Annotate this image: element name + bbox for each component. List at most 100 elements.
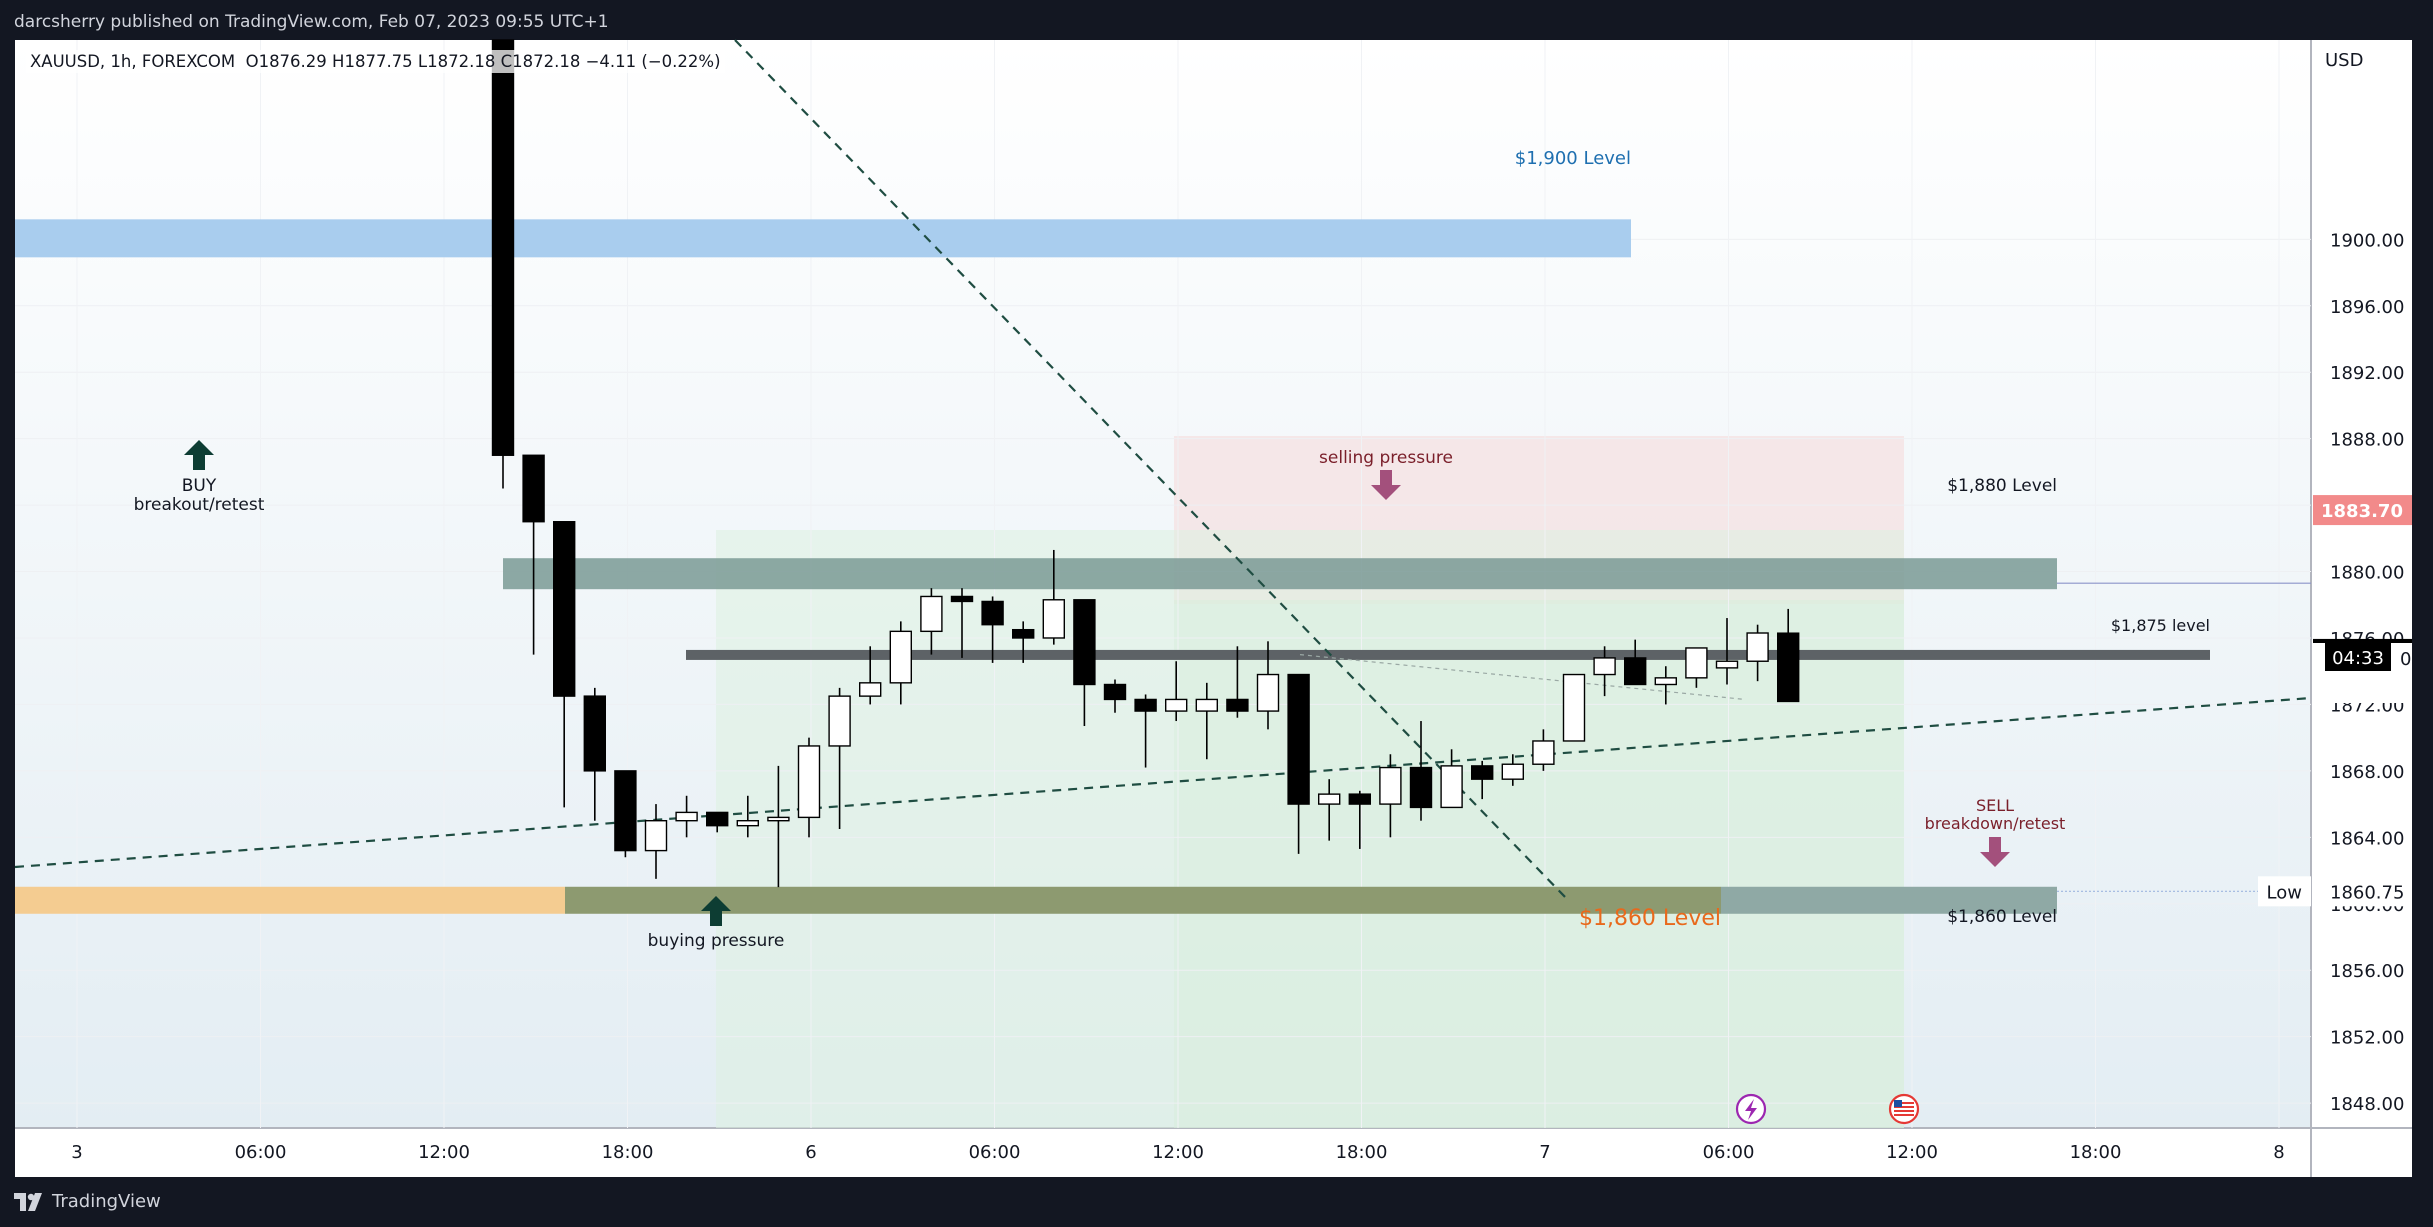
candle-body <box>491 39 515 456</box>
us-flag-circle <box>1888 1093 1920 1125</box>
candle[interactable] <box>1073 599 1096 727</box>
level-1860-mid-zone <box>565 886 1721 914</box>
candle[interactable] <box>1134 694 1157 768</box>
candle[interactable] <box>1470 760 1494 800</box>
alert-price-text: 1883.70 <box>2321 501 2403 522</box>
candle-body <box>1073 599 1096 686</box>
x-tick-label: 6 <box>805 1142 816 1163</box>
candle-body <box>1379 766 1402 805</box>
legend-ohlc: O1876.29 H1877.75 L1872.18 C1872.18 −4.1… <box>245 52 721 71</box>
candle[interactable] <box>675 795 698 838</box>
time-axis <box>15 1128 2311 1177</box>
descending-trendline <box>734 39 1569 901</box>
candle-body <box>1134 698 1157 712</box>
candle[interactable] <box>1715 618 1739 685</box>
candle-body <box>644 820 668 852</box>
candle-body <box>1593 657 1616 676</box>
candle[interactable] <box>950 588 974 658</box>
candle[interactable] <box>1746 624 1769 682</box>
candle[interactable] <box>797 737 821 838</box>
y-tick-label: 1896.00 <box>2330 297 2404 318</box>
price-axis <box>2311 40 2412 1177</box>
candle[interactable] <box>1226 646 1249 718</box>
tradingview-logo[interactable]: TradingView <box>14 1191 161 1212</box>
x-tick-label: 7 <box>1539 1142 1550 1163</box>
y-tick-label: 1868.00 <box>2330 762 2404 783</box>
candle[interactable] <box>736 795 759 838</box>
candle[interactable] <box>1195 682 1219 760</box>
candle[interactable] <box>889 621 912 705</box>
lightning-event-icon[interactable] <box>1735 1093 1767 1125</box>
candle-body <box>1287 673 1310 805</box>
candle-body <box>797 745 821 819</box>
candle[interactable] <box>491 39 515 489</box>
level-1860-orange-label: $1,860 Level <box>1579 906 1721 931</box>
flag-stripe <box>1894 1110 1914 1112</box>
candle-body <box>1501 763 1525 780</box>
candle-body <box>1348 793 1372 805</box>
candle-body <box>706 811 729 827</box>
candle[interactable] <box>1256 641 1280 730</box>
lightning-glyph <box>1745 1099 1757 1120</box>
candle[interactable] <box>1164 661 1188 722</box>
flag-stripe <box>1894 1114 1914 1116</box>
candle[interactable] <box>1623 639 1647 686</box>
candle[interactable] <box>767 765 790 888</box>
flag-stripe <box>1894 1106 1914 1108</box>
candle[interactable] <box>1685 647 1708 688</box>
candle[interactable] <box>1042 549 1066 645</box>
buy-arrow-icon <box>184 440 214 470</box>
candle[interactable] <box>1440 749 1463 809</box>
candle[interactable] <box>706 811 729 833</box>
level-1860-right-zone <box>1721 886 2057 914</box>
candle[interactable] <box>644 804 668 879</box>
candle[interactable] <box>1593 646 1616 697</box>
candle[interactable] <box>1317 779 1341 841</box>
candle[interactable] <box>1103 679 1127 713</box>
candle[interactable] <box>920 588 943 655</box>
candle[interactable] <box>1012 621 1035 663</box>
y-tick-label: 1892.00 <box>2330 363 2404 384</box>
candle[interactable] <box>1532 729 1555 771</box>
countdown-tag <box>2325 643 2391 671</box>
candle[interactable] <box>553 521 576 808</box>
candle[interactable] <box>1348 790 1372 849</box>
candle[interactable] <box>828 687 851 830</box>
tradingview-logo-icon <box>14 1192 42 1211</box>
partial-axis-text: 0 <box>2400 649 2411 670</box>
candle-body <box>675 811 698 822</box>
candle[interactable] <box>1379 754 1402 838</box>
candle-body <box>1012 628 1035 639</box>
candle[interactable] <box>1654 666 1678 705</box>
candle[interactable] <box>1501 754 1525 786</box>
level-1880-label: $1,880 Level <box>1947 476 2057 496</box>
candle[interactable] <box>1776 608 1800 703</box>
candle-body <box>553 521 576 697</box>
x-tick-label: 06:00 <box>1703 1142 1755 1163</box>
candle-body <box>1226 698 1249 712</box>
candle[interactable] <box>1409 721 1433 821</box>
candle[interactable] <box>859 646 882 705</box>
candle[interactable] <box>614 770 637 858</box>
candle[interactable] <box>1287 673 1310 854</box>
candle-body <box>828 695 851 747</box>
candle-body <box>522 454 545 523</box>
sell-arrow-icon <box>1980 837 2010 867</box>
flag-stripe <box>1894 1102 1914 1104</box>
candle[interactable] <box>583 687 606 821</box>
candle[interactable] <box>522 454 545 655</box>
candle[interactable] <box>981 596 1004 663</box>
publisher-bar: darcsherry published on TradingView.com,… <box>0 0 2433 40</box>
flag-canton <box>1894 1100 1902 1107</box>
level-1860-left-zone <box>15 886 565 914</box>
candle-body <box>1532 740 1555 765</box>
x-tick-label: 18:00 <box>2070 1142 2122 1163</box>
level-1900-zone <box>15 219 1631 258</box>
candle[interactable] <box>1562 673 1586 742</box>
minor-trendline <box>1299 653 1746 701</box>
selling-arrow-icon <box>1371 470 1401 500</box>
x-tick-label: 18:00 <box>602 1142 654 1163</box>
us-flag-event-icon[interactable] <box>1888 1093 1920 1125</box>
candle-body <box>1470 765 1494 780</box>
